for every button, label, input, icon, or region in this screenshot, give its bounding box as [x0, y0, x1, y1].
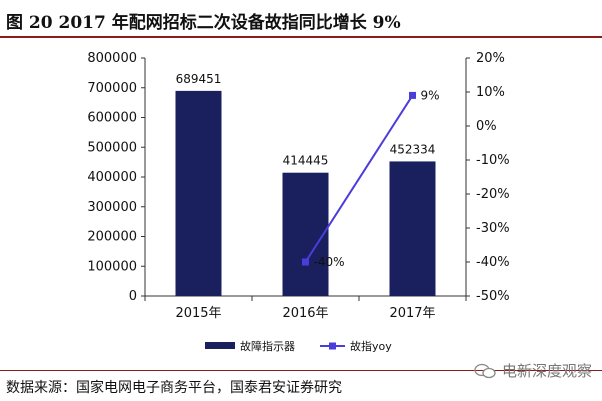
right-tick-label: -20% — [476, 187, 510, 202]
right-tick-label: -40% — [476, 255, 510, 270]
yoy-line — [304, 94, 414, 263]
right-tick-label: 0% — [476, 119, 497, 134]
wechat-icon — [474, 363, 496, 379]
bar — [389, 161, 436, 296]
left-tick-label: 400000 — [87, 170, 137, 185]
x-tick-label: 2015年 — [175, 306, 221, 321]
right-tick-label: -10% — [476, 153, 510, 168]
legend-bar-label: 故障指示器 — [240, 339, 295, 353]
yoy-data-label: -40% — [314, 255, 345, 269]
left-tick-label: 0 — [129, 289, 137, 304]
figure-title-bar: 图 20 2017 年配网招标二次设备故指同比增长 9% — [0, 0, 602, 38]
left-tick-label: 300000 — [87, 200, 137, 215]
bar — [282, 172, 329, 296]
legend-line-marker — [329, 342, 336, 350]
x-tick-label: 2016年 — [282, 306, 328, 321]
left-tick-label: 800000 — [87, 51, 137, 66]
source-note: 数据来源：国家电网电子商务平台，国泰君安证券研究 — [6, 380, 342, 396]
source-bar: 数据来源：国家电网电子商务平台，国泰君安证券研究 — [0, 370, 602, 401]
left-tick-label: 200000 — [87, 230, 137, 245]
figure-title: 图 20 2017 年配网招标二次设备故指同比增长 9% — [6, 13, 401, 33]
right-tick-label: 10% — [476, 85, 505, 100]
yoy-point — [409, 91, 416, 99]
left-tick-label: 700000 — [87, 81, 137, 96]
bar-data-label: 414445 — [283, 154, 329, 168]
left-tick-label: 100000 — [87, 259, 137, 274]
left-tick-label: 500000 — [87, 140, 137, 155]
bar-line-chart: 0 100000 200000 300000 400000 500000 600000 700… — [87, 51, 510, 353]
x-tick-label: 2017年 — [389, 306, 435, 321]
legend-bar-swatch — [205, 342, 235, 349]
yoy-point — [302, 258, 309, 266]
watermark: 电新深度观察 — [474, 360, 592, 381]
bar-data-label: 689451 — [176, 72, 222, 86]
bar-data-label: 452334 — [390, 142, 436, 156]
watermark-text: 电新深度观察 — [501, 362, 592, 380]
right-tick-label: 20% — [476, 51, 505, 66]
yoy-data-label: 9% — [421, 88, 440, 102]
right-tick-label: -50% — [476, 289, 510, 304]
legend-line-label: 故指yoy — [350, 339, 392, 353]
left-tick-label: 600000 — [87, 111, 137, 126]
bar — [175, 90, 222, 296]
right-tick-label: -30% — [476, 221, 510, 236]
